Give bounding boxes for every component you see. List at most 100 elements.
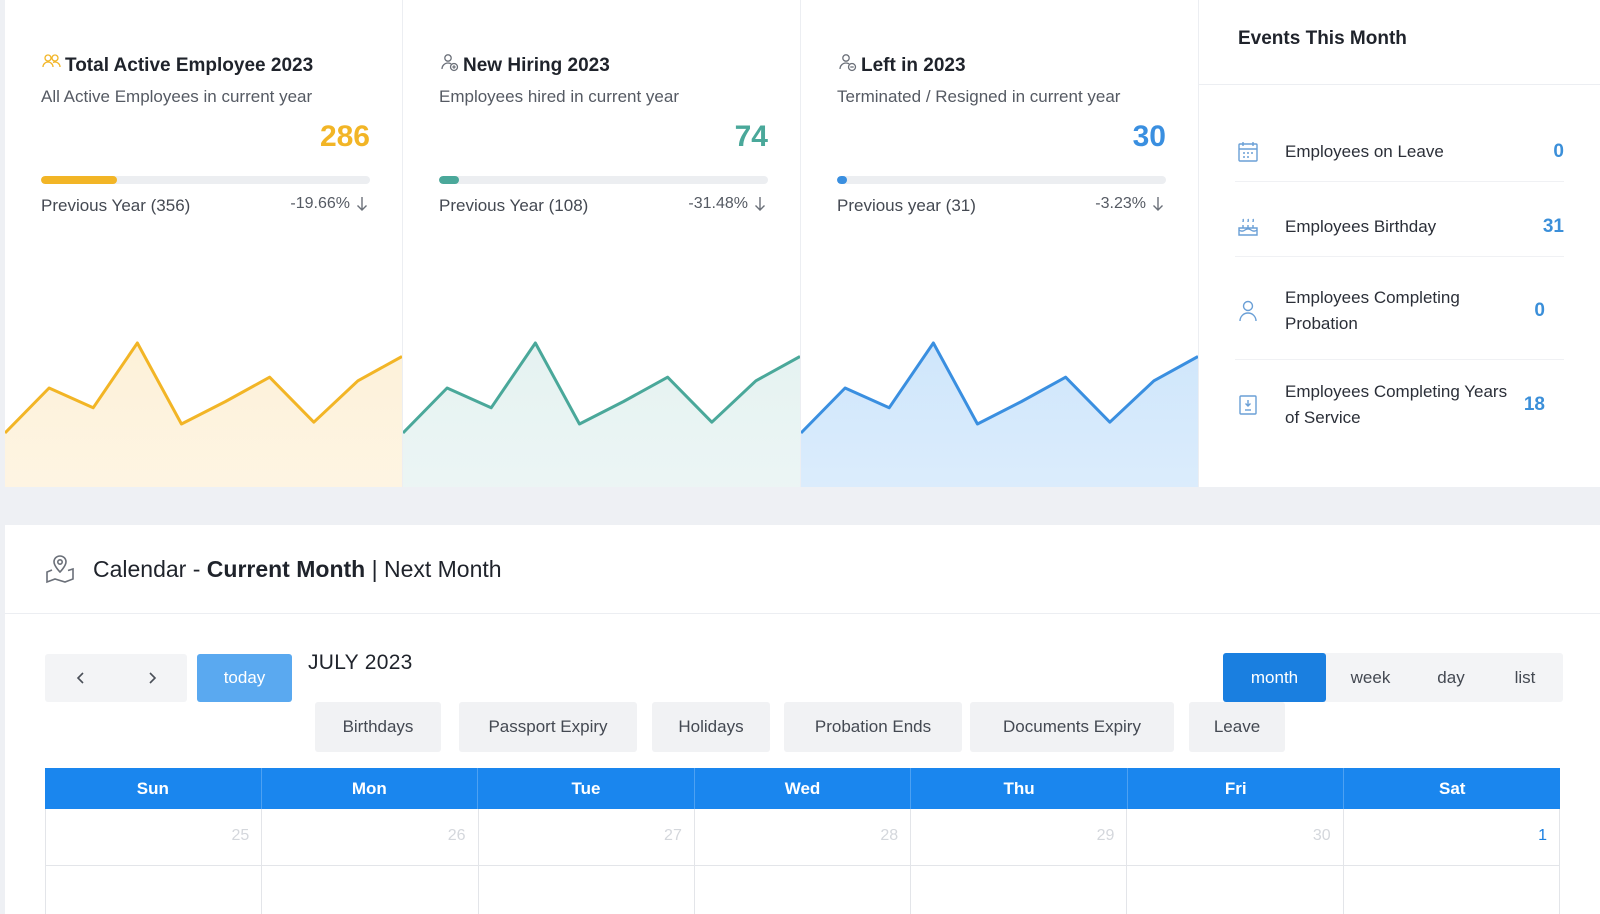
calendar-day-cell[interactable]: 27: [479, 809, 695, 865]
calendar-day-cell[interactable]: [479, 866, 695, 914]
calendar-day-cell[interactable]: [911, 866, 1128, 914]
event-label: Employees Completing Years of Service: [1285, 382, 1508, 427]
stat-value: 74: [734, 120, 768, 153]
today-button[interactable]: today: [197, 654, 292, 702]
calendar-month-label: JULY 2023: [308, 651, 413, 674]
day-header-sun: Sun: [45, 768, 262, 809]
day-number: 30: [1312, 827, 1331, 844]
calendar-icon: [1235, 139, 1261, 165]
calendar-day-cell[interactable]: [1344, 866, 1560, 914]
event-row[interactable]: Employees Birthday 31: [1235, 197, 1564, 257]
day-number: 25: [231, 827, 250, 844]
event-label: Employees on Leave: [1285, 141, 1444, 161]
current-month-link[interactable]: Current Month: [206, 555, 366, 582]
calendar-day-cell[interactable]: [1127, 866, 1344, 914]
calendar-day-cell[interactable]: 1: [1344, 809, 1560, 865]
filter-documents-expiry-button[interactable]: Documents Expiry: [970, 702, 1174, 752]
stat-progress-bar: [439, 176, 768, 184]
stat-progress-fill: [41, 176, 117, 184]
cake-icon: [1235, 214, 1261, 240]
view-list-button[interactable]: list: [1514, 667, 1536, 687]
sparkline-line: [5, 341, 402, 435]
stat-previous: Previous Year (108): [439, 196, 589, 215]
day-number: 28: [880, 827, 899, 844]
day-number: 1: [1538, 827, 1547, 844]
calendar-week: 25 26 27 28 29 30 1: [45, 809, 1560, 866]
day-header-wed: Wed: [695, 768, 912, 809]
day-number: 29: [1096, 827, 1115, 844]
badge-icon: [1235, 392, 1261, 418]
arrow-down-icon: [1153, 197, 1163, 211]
sparkline-chart: [403, 341, 800, 487]
stat-previous: Previous year (31): [837, 196, 976, 215]
stat-subtitle: All Active Employees in current year: [41, 87, 313, 106]
stat-title: Total Active Employee 2023: [65, 54, 314, 76]
stat-card-new-hiring: New Hiring 2023 Employees hired in curre…: [403, 0, 801, 487]
stat-subtitle: Employees hired in current year: [439, 87, 680, 106]
event-count: 0: [1534, 299, 1545, 321]
stat-progress-bar: [41, 176, 370, 184]
calendar-day-cell[interactable]: [695, 866, 912, 914]
stat-change: -31.48%: [688, 195, 748, 212]
calendar-day-cell[interactable]: [262, 866, 479, 914]
calendar-grid: Sun Mon Tue Wed Thu Fri Sat 25 26 27 28 29 30 1: [45, 768, 1560, 914]
user-icon: [1235, 298, 1261, 324]
sparkline-area: [801, 343, 1198, 487]
filter-holidays-button[interactable]: Holidays: [652, 702, 770, 752]
calendar-panel: Calendar - Current Month | Next Month to…: [5, 525, 1600, 914]
day-header-mon: Mon: [262, 768, 479, 809]
event-count: 31: [1542, 215, 1564, 237]
sparkline-chart: [801, 341, 1198, 487]
filter-birthdays-button[interactable]: Birthdays: [315, 702, 441, 752]
stat-value: 286: [319, 120, 370, 153]
view-month-button[interactable]: month: [1223, 653, 1326, 702]
event-count: 18: [1523, 394, 1545, 415]
calendar-week: [45, 866, 1560, 914]
filter-passport-expiry-button[interactable]: Passport Expiry: [459, 702, 637, 752]
events-panel: Events This Month Employees on Leave 0 E…: [1199, 0, 1600, 487]
stat-card-total-active: Total Active Employee 2023 All Active Em…: [5, 0, 403, 487]
event-row[interactable]: Employees Completing Years of Service 18: [1235, 360, 1564, 450]
arrow-down-icon: [755, 197, 765, 211]
stats-row: Total Active Employee 2023 All Active Em…: [5, 0, 1600, 487]
view-switcher: month week day list: [1223, 653, 1563, 702]
stat-progress-bar: [837, 176, 1166, 184]
filter-probation-ends-button[interactable]: Probation Ends: [784, 702, 962, 752]
event-label: Employees Completing Probation: [1285, 287, 1460, 333]
calendar-day-cell[interactable]: 26: [262, 809, 479, 865]
arrow-down-icon: [357, 197, 367, 211]
users-icon: [41, 52, 65, 79]
prev-month-button[interactable]: [45, 654, 116, 702]
stat-progress-fill: [837, 176, 847, 184]
calendar-day-cell[interactable]: 28: [695, 809, 912, 865]
view-day-button[interactable]: day: [1437, 667, 1465, 687]
event-row[interactable]: Employees Completing Probation 0: [1235, 262, 1564, 360]
stat-title: New Hiring 2023: [463, 54, 610, 76]
day-header-thu: Thu: [911, 768, 1128, 809]
sparkline-area: [403, 343, 800, 487]
chevron-right-icon: [148, 672, 156, 684]
sparkline-chart: [5, 341, 402, 487]
calendar-day-cell[interactable]: 30: [1127, 809, 1344, 865]
calendar-nav: [45, 654, 187, 702]
map-pin-icon: [46, 555, 74, 584]
events-title: Events This Month: [1199, 0, 1600, 85]
day-number: 26: [447, 827, 466, 844]
calendar-separator: |: [371, 555, 378, 582]
stat-progress-fill: [439, 176, 459, 184]
next-month-button[interactable]: [116, 654, 187, 702]
calendar-day-cell[interactable]: [46, 866, 263, 914]
sparkline-area: [5, 343, 402, 487]
next-month-link[interactable]: Next Month: [383, 555, 502, 582]
sparkline-line: [801, 341, 1198, 435]
calendar-day-cell[interactable]: 29: [911, 809, 1128, 865]
day-header-fri: Fri: [1128, 768, 1345, 809]
filter-leave-button[interactable]: Leave: [1189, 702, 1285, 752]
calendar-day-cell[interactable]: 25: [46, 809, 263, 865]
event-row[interactable]: Employees on Leave 0: [1235, 122, 1564, 182]
day-header-sat: Sat: [1439, 778, 1466, 798]
view-week-button[interactable]: week: [1350, 667, 1391, 687]
calendar-header: Calendar - Current Month | Next Month: [5, 525, 1600, 614]
day-number: 27: [664, 827, 682, 844]
day-header-tue: Tue: [478, 768, 695, 809]
